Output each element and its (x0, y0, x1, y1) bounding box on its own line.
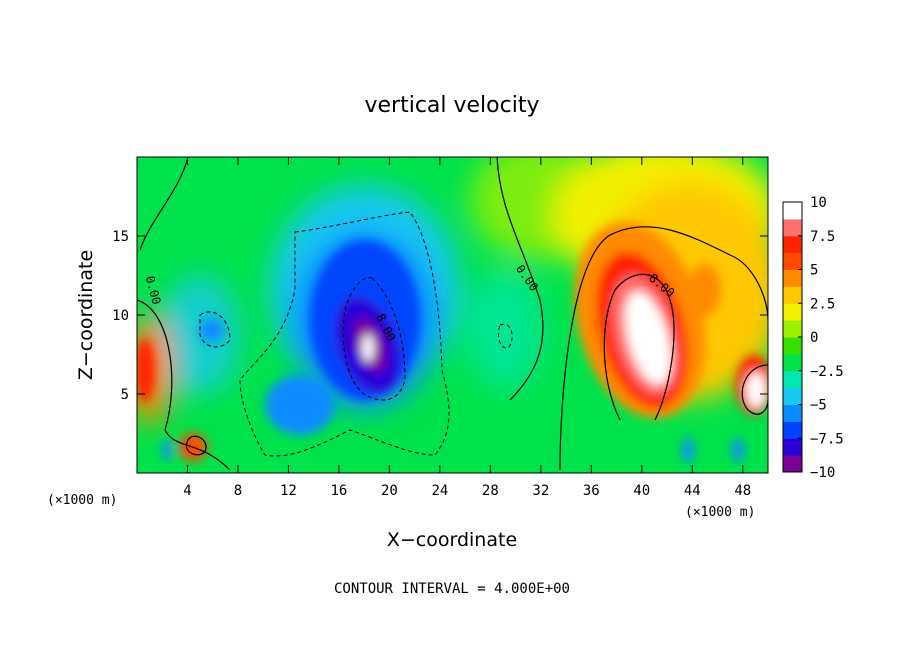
contour-eight-edge (741, 364, 768, 415)
x-tick-label: 44 (684, 483, 701, 499)
x-tick-label: 40 (633, 483, 650, 499)
y-axis: 5 10 15 (112, 229, 768, 403)
y-tick-label: 15 (112, 229, 129, 245)
x-tick-label: 24 (431, 483, 448, 499)
chart-title: vertical velocity (364, 93, 539, 118)
contour-neg-mid (497, 323, 513, 349)
colorbar-band (783, 438, 802, 456)
colorbar-band (783, 286, 802, 304)
colorbar-band (783, 235, 802, 254)
colorbar-tick-label: 10 (810, 195, 827, 211)
y-axis-label: Z−coordinate (75, 250, 97, 380)
colorbar-band (783, 337, 802, 355)
colorbar-band (783, 269, 802, 287)
colorbar-tick-label: 2.5 (810, 296, 835, 312)
colorbar-band (783, 404, 802, 422)
x-tick-label: 36 (583, 483, 600, 499)
x-tick-label: 16 (330, 483, 347, 499)
colorbar (783, 202, 802, 473)
colorbar-band (783, 303, 802, 321)
colorbar-band (783, 421, 802, 439)
x-axis: 4 8 12 16 20 24 28 32 36 40 44 48 (183, 157, 751, 499)
contour-interval-text: CONTOUR INTERVAL = 4.000E+00 (334, 581, 570, 597)
contour-zero-mid (496, 157, 544, 401)
colorbar-tick-label: −7.5 (810, 431, 844, 447)
contour-neg-inner (342, 277, 406, 401)
field-blobs-core (137, 222, 768, 462)
colorbar-band (783, 370, 802, 389)
x-tick-label: 48 (734, 483, 751, 499)
colorbar-tick-label: 0 (810, 330, 818, 346)
x-unit-left: (×1000 m) (47, 493, 117, 508)
x-unit-right: (×1000 m) (685, 505, 755, 520)
contour-zero-left-lower (137, 299, 231, 471)
colorbar-band (783, 353, 802, 372)
colorbar-tick-label: 7.5 (810, 229, 835, 245)
colorbar-band (783, 202, 802, 220)
x-tick-label: 28 (482, 483, 499, 499)
colorbar-band (783, 218, 802, 237)
colorbar-band (783, 387, 802, 405)
y-tick-label: 5 (121, 387, 129, 403)
x-tick-label: 20 (381, 483, 398, 499)
colorbar-tick-label: 5 (810, 263, 818, 279)
x-axis-label: X−coordinate (387, 529, 517, 551)
colorbar-tick-label: −10 (810, 465, 835, 481)
contour-eight-right (603, 273, 675, 421)
contour-zero-right (559, 226, 768, 471)
x-tick-label: 8 (234, 483, 242, 499)
contour-eight-left (185, 435, 207, 456)
field-layer (137, 157, 768, 473)
y-tick-label: 10 (112, 308, 129, 324)
contour-lines-negative (199, 211, 513, 457)
x-tick-label: 4 (183, 483, 191, 499)
contour-neg-left (199, 311, 231, 348)
colorbar-band (783, 252, 802, 270)
colorbar-tick-label: −2.5 (810, 364, 844, 380)
colorbar-band (783, 455, 802, 473)
x-tick-label: 12 (280, 483, 297, 499)
x-tick-label: 32 (532, 483, 549, 499)
colorbar-tick-label: −5 (810, 398, 827, 414)
contour-lines (137, 157, 768, 471)
contour-zero-left (139, 157, 189, 251)
colorbar-band (783, 320, 802, 338)
colorbar-ticks: 10 7.5 5 2.5 0 −2.5 −5 −7.5 −10 (798, 195, 844, 481)
